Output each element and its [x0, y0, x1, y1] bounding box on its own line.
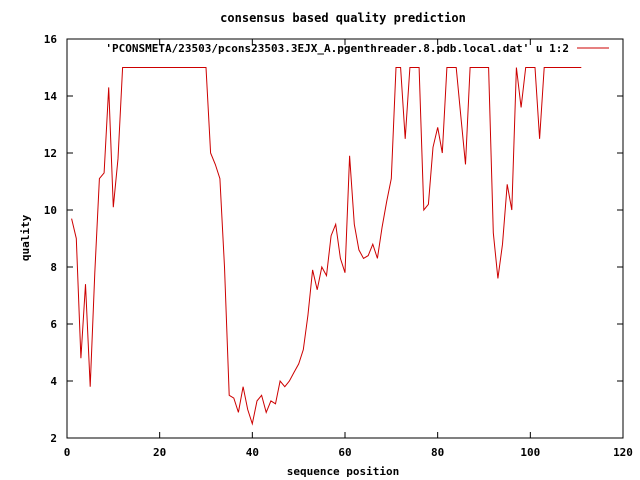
y-tick-label: 4	[50, 375, 57, 388]
y-tick-label: 14	[44, 90, 58, 103]
x-tick-label: 80	[431, 446, 444, 459]
x-tick-label: 0	[64, 446, 71, 459]
series-line-0	[71, 67, 582, 426]
y-tick-label: 8	[50, 261, 57, 274]
y-tick-label: 12	[44, 147, 57, 160]
y-tick-label: 2	[50, 432, 57, 445]
x-tick-label: 20	[153, 446, 166, 459]
y-tick-label: 6	[50, 318, 57, 331]
x-tick-label: 100	[520, 446, 540, 459]
y-tick-label: 16	[44, 33, 58, 46]
chart-title: consensus based quality prediction	[220, 11, 466, 25]
x-tick-label: 40	[246, 446, 259, 459]
x-tick-label: 60	[338, 446, 351, 459]
plot-frame	[66, 38, 624, 439]
y-tick-label: 10	[44, 204, 57, 217]
x-axis-label: sequence position	[287, 465, 400, 478]
x-axis-ticks: 0 20 40 60 80 100 120	[64, 39, 633, 459]
series-group	[71, 67, 582, 426]
y-axis-ticks: 2 4 6 8 10 12 14 16	[44, 33, 623, 445]
y-axis-label: quality	[19, 214, 32, 261]
plot-border	[66, 38, 624, 439]
x-tick-label: 120	[613, 446, 633, 459]
legend: 'PCONSMETA/23503/pcons23503.3EJX_A.pgent…	[105, 42, 609, 55]
legend-label: 'PCONSMETA/23503/pcons23503.3EJX_A.pgent…	[105, 42, 569, 55]
